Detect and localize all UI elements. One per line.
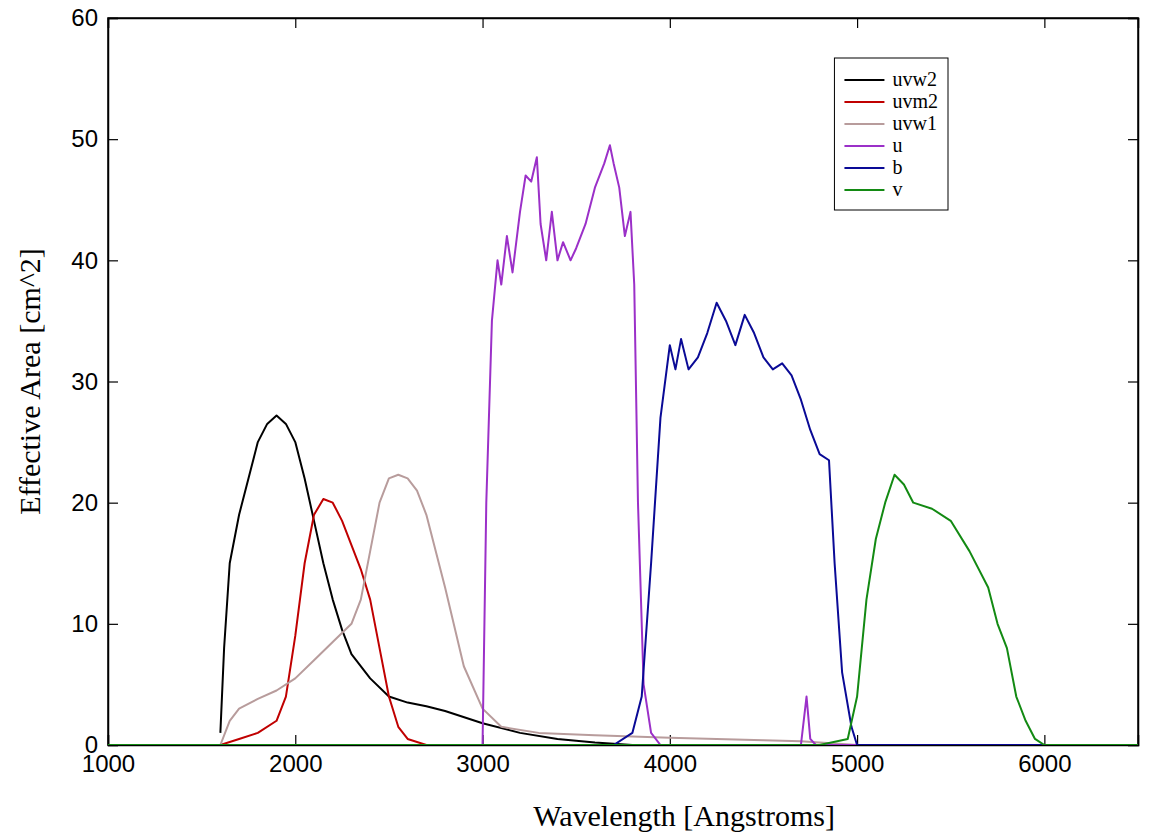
legend-item: uvw1	[844, 112, 936, 134]
legend-item: uvw2	[844, 68, 936, 90]
series-line	[108, 475, 1138, 745]
tick-label: 30	[71, 368, 98, 395]
tick	[857, 18, 858, 28]
series-line	[220, 499, 1138, 745]
tick-mark	[108, 260, 118, 261]
tick-mark	[1128, 745, 1138, 746]
legend-swatch	[844, 123, 884, 125]
tick: 10	[71, 610, 118, 637]
series-line	[220, 415, 1138, 745]
series-line	[108, 303, 1138, 745]
lines	[108, 145, 1138, 745]
tick: 6000	[1018, 735, 1071, 777]
tick-mark	[108, 139, 118, 140]
tick-mark	[1128, 381, 1138, 382]
tick-mark	[670, 735, 671, 745]
tick	[1128, 382, 1138, 383]
tick: 30	[71, 368, 118, 395]
tick-mark	[1128, 503, 1138, 504]
axis-line	[109, 19, 119, 746]
tick-mark	[108, 745, 118, 746]
legend-label: v	[892, 178, 902, 200]
axis-line	[1128, 19, 1139, 746]
chart: 1000200030004000500060000102030405060uvw…	[0, 0, 1154, 838]
tick-label: 50	[71, 125, 98, 152]
tick-label: 5000	[831, 750, 884, 777]
tick-mark	[1044, 735, 1045, 745]
legend-label: uvw2	[892, 68, 936, 90]
tick-mark	[1044, 18, 1045, 28]
legend-label: uvm2	[892, 90, 938, 112]
y-axis-right	[1128, 19, 1139, 746]
tick	[1044, 18, 1045, 28]
tick-mark	[295, 735, 296, 745]
tick: 20	[71, 489, 118, 516]
axis-line	[109, 19, 1139, 29]
tick-label: 2000	[269, 750, 322, 777]
tick-mark	[1128, 624, 1138, 625]
tick	[670, 18, 671, 28]
legend-label: uvw1	[892, 112, 936, 134]
tick-mark	[295, 18, 296, 28]
tick-mark	[1128, 139, 1138, 140]
legend-item: u	[844, 134, 902, 156]
legend-item: b	[844, 156, 902, 178]
tick-label: 4000	[644, 750, 697, 777]
tick	[1128, 18, 1138, 19]
tick-mark	[108, 503, 118, 504]
tick	[1128, 139, 1138, 140]
tick-label: 40	[71, 247, 98, 274]
plot: 1000200030004000500060000102030405060uvw…	[71, 4, 1138, 777]
y-axis: 0 10 20 30 40 50 60	[71, 4, 118, 758]
tick: 4000	[644, 735, 697, 777]
y-axis-title: Effective Area [cm^2]	[13, 248, 46, 515]
tick: 2000	[269, 735, 322, 777]
x-axis-title: Wavelength [Angstroms]	[533, 799, 835, 832]
legend-box	[834, 58, 948, 210]
legend-item: v	[844, 178, 902, 200]
legend-item: uvm2	[844, 90, 938, 112]
plot-frame	[108, 18, 1138, 745]
x-axis: 100020003000400050006000	[82, 735, 1139, 777]
tick-label: 60	[71, 4, 98, 31]
tick-label: 10	[71, 610, 98, 637]
legend-label: b	[892, 156, 902, 178]
tick-mark	[108, 18, 118, 19]
tick-mark	[670, 18, 671, 28]
tick-mark	[1128, 18, 1138, 19]
tick-label: 6000	[1018, 750, 1071, 777]
tick: 40	[71, 247, 118, 274]
tick	[1128, 745, 1138, 746]
legend-swatch	[844, 145, 884, 147]
tick-mark	[857, 18, 858, 28]
legend-label: u	[892, 134, 902, 156]
tick	[295, 18, 296, 28]
legend-swatch	[844, 101, 884, 103]
series-line	[220, 475, 1138, 745]
x-axis-top	[109, 18, 1139, 28]
tick: 50	[71, 125, 118, 152]
tick-label: 3000	[456, 750, 509, 777]
tick	[1128, 503, 1138, 504]
tick-mark	[1128, 260, 1138, 261]
tick-mark	[108, 381, 118, 382]
legend-swatch	[844, 79, 884, 81]
tick	[1128, 260, 1138, 261]
tick-label: 0	[85, 731, 98, 758]
tick	[483, 18, 484, 28]
legend-swatch	[844, 189, 884, 191]
series-line	[108, 145, 1138, 745]
tick	[1128, 624, 1138, 625]
legend-swatch	[844, 167, 884, 169]
tick-mark	[108, 624, 118, 625]
tick-label: 20	[71, 489, 98, 516]
tick-mark	[482, 18, 483, 28]
tick: 60	[71, 4, 118, 31]
legend: uvw2uvm2uvw1ubv	[834, 58, 948, 210]
